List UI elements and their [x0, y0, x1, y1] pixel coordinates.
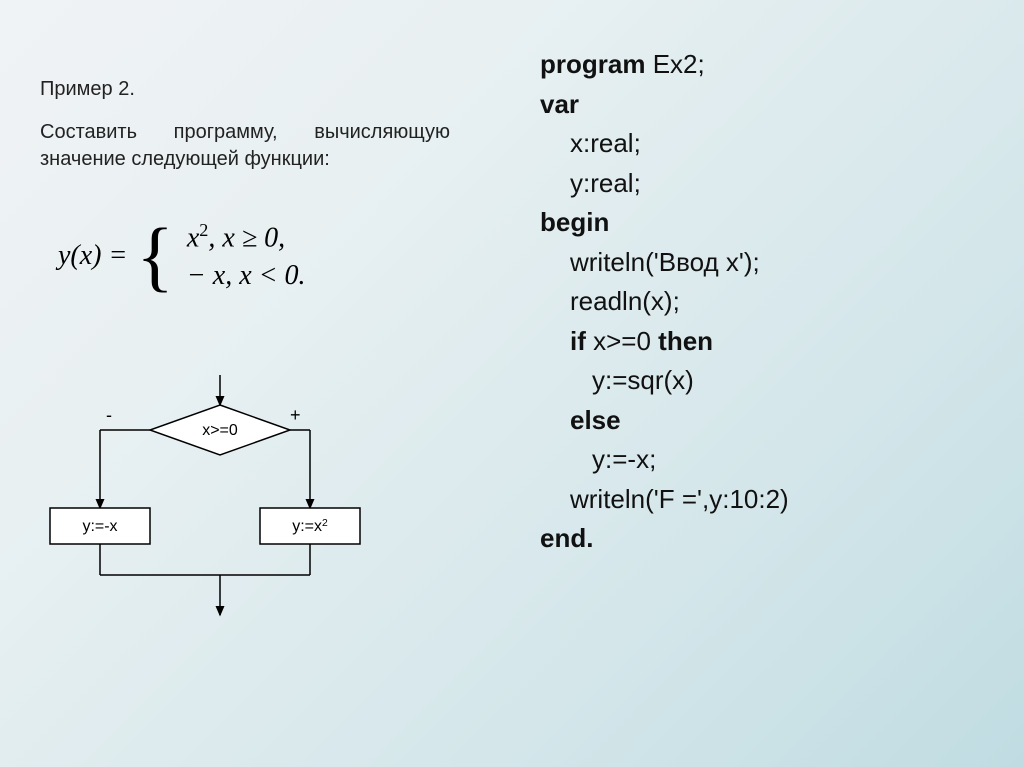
- svg-text:y:=-x: y:=-x: [82, 518, 117, 535]
- piecewise-formula: y(x) = { x2, x ≥ 0, − x, x < 0.: [58, 218, 306, 295]
- code-line-1: program Ex2;: [540, 45, 789, 85]
- formula-cases: x2, x ≥ 0, − x, x < 0.: [187, 218, 306, 295]
- code-line-5: begin: [540, 203, 789, 243]
- flowchart-plus-label: +: [290, 405, 301, 426]
- code-line-12: writeln('F =',y:10:2): [540, 480, 789, 520]
- code-line-4: y:real;: [540, 164, 789, 204]
- example-title: Пример 2.: [40, 78, 450, 101]
- code-line-2: var: [540, 85, 789, 125]
- formula-lhs: y(x) =: [58, 240, 127, 272]
- code-line-10: else: [540, 401, 789, 441]
- code-listing: program Ex2; var x:real; y:real; begin w…: [540, 45, 789, 559]
- code-line-3: x:real;: [540, 124, 789, 164]
- flowchart: - + x>=0y:=-xy:=x2: [40, 370, 420, 650]
- code-line-7: readln(x);: [540, 282, 789, 322]
- formula-case-2: − x, x < 0.: [187, 257, 306, 295]
- formula-case-1: x2, x ≥ 0,: [187, 218, 306, 257]
- code-line-11: y:=-x;: [540, 440, 789, 480]
- svg-text:x>=0: x>=0: [202, 422, 238, 439]
- formula-brace: {: [136, 223, 173, 289]
- code-line-9: y:=sqr(x): [540, 361, 789, 401]
- left-column: Пример 2. Составить программу, вычисляющ…: [40, 78, 450, 173]
- code-line-6: writeln('Ввод x');: [540, 243, 789, 283]
- flowchart-minus-label: -: [106, 405, 112, 426]
- flowchart-svg: x>=0y:=-xy:=x2: [40, 370, 420, 630]
- code-line-13: end.: [540, 519, 789, 559]
- code-line-8: if x>=0 then: [540, 322, 789, 362]
- task-text: Составить программу, вычисляющую значени…: [40, 119, 450, 173]
